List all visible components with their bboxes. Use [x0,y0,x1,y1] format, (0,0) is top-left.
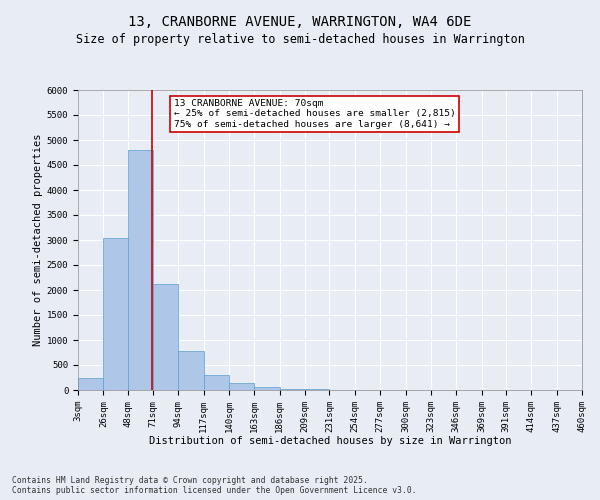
Bar [280,388,305,390]
Text: 13, CRANBORNE AVENUE, WARRINGTON, WA4 6DE: 13, CRANBORNE AVENUE, WARRINGTON, WA4 6D… [128,15,472,29]
Y-axis label: Number of semi-detached properties: Number of semi-detached properties [32,134,43,346]
Text: Contains HM Land Registry data © Crown copyright and database right 2025.
Contai: Contains HM Land Registry data © Crown c… [12,476,416,495]
Text: Size of property relative to semi-detached houses in Warrington: Size of property relative to semi-detach… [76,32,524,46]
Bar [204,374,229,390]
Text: 13 CRANBORNE AVENUE: 70sqm
← 25% of semi-detached houses are smaller (2,815)
75%: 13 CRANBORNE AVENUE: 70sqm ← 25% of semi… [174,99,455,129]
Bar [254,386,280,390]
Bar [103,238,128,390]
Bar [178,351,204,390]
Bar [128,150,153,390]
Bar [78,378,103,390]
Bar [153,284,178,390]
Bar [229,382,254,390]
X-axis label: Distribution of semi-detached houses by size in Warrington: Distribution of semi-detached houses by … [149,436,511,446]
Bar [305,389,329,390]
